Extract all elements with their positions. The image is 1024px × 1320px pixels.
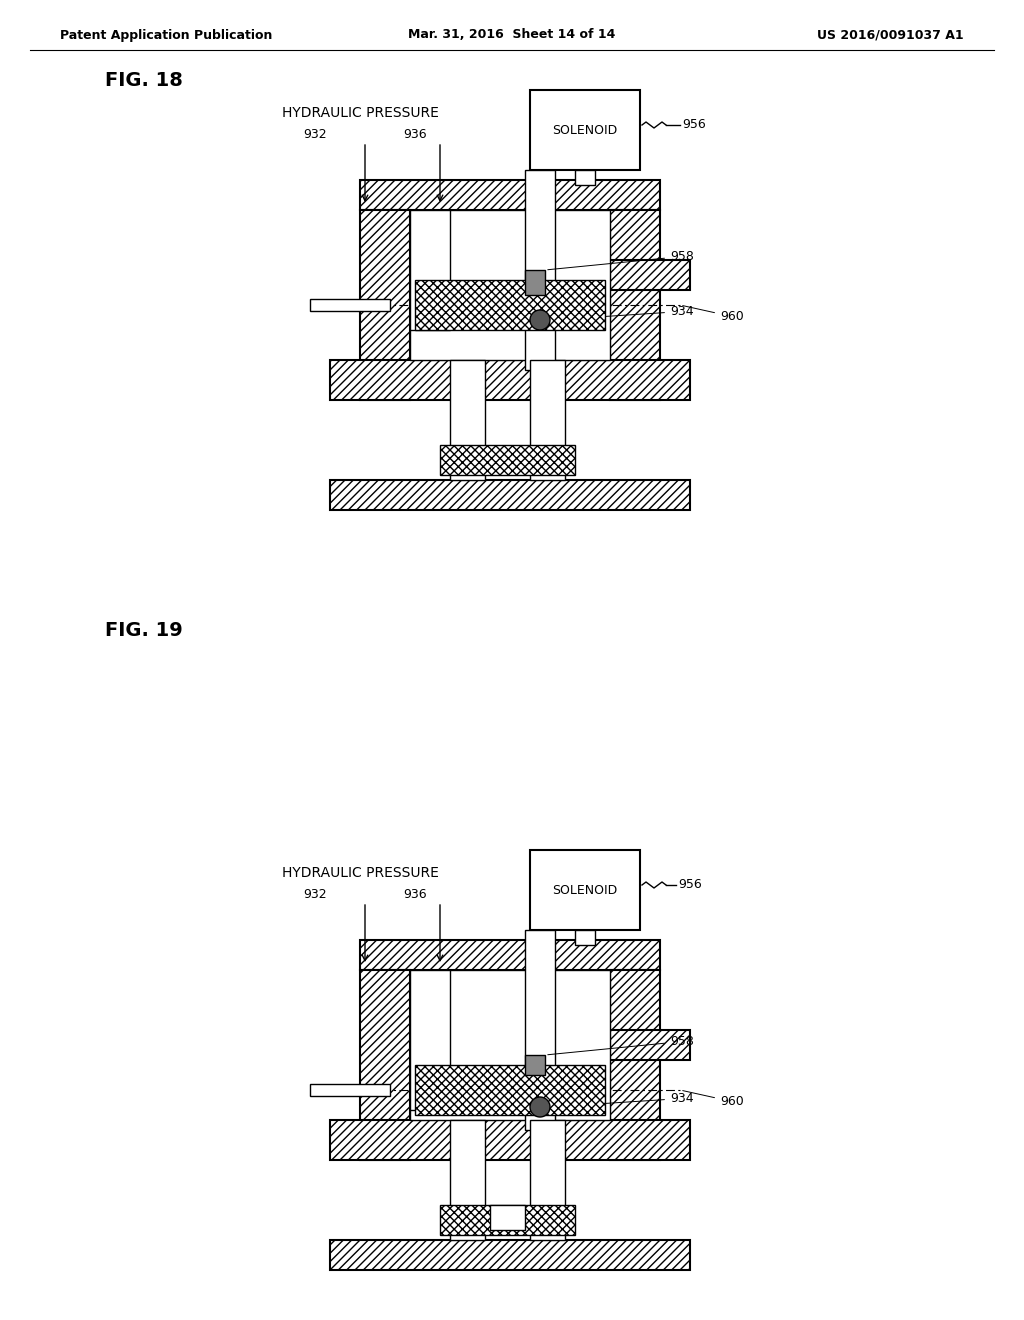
Bar: [310, 300, 390, 312]
Bar: [330, 360, 690, 400]
Bar: [410, 210, 450, 330]
Text: HYDRAULIC PRESSURE: HYDRAULIC PRESSURE: [282, 866, 438, 880]
Text: FIG. 18: FIG. 18: [105, 70, 183, 90]
Bar: [360, 970, 410, 1160]
Bar: [450, 1119, 485, 1239]
Text: 960: 960: [683, 1090, 743, 1107]
Text: 960: 960: [683, 306, 743, 323]
Bar: [610, 970, 660, 1160]
Bar: [450, 360, 485, 480]
Bar: [530, 1119, 565, 1239]
Text: 956: 956: [682, 119, 706, 132]
Bar: [525, 170, 555, 370]
Bar: [575, 931, 595, 945]
Bar: [610, 1030, 690, 1060]
Bar: [490, 1205, 525, 1230]
Text: 932: 932: [303, 128, 327, 141]
Bar: [410, 210, 610, 360]
Text: 936: 936: [403, 888, 427, 902]
Text: SOLENOID: SOLENOID: [552, 124, 617, 136]
Circle shape: [530, 1097, 550, 1117]
Text: 956: 956: [678, 879, 701, 891]
Text: US 2016/0091037 A1: US 2016/0091037 A1: [817, 29, 964, 41]
Bar: [610, 260, 690, 290]
Bar: [330, 1239, 690, 1270]
Bar: [440, 445, 575, 475]
Text: 958: 958: [548, 249, 694, 269]
Text: 958: 958: [548, 1035, 694, 1055]
Bar: [360, 940, 660, 970]
Bar: [415, 280, 605, 330]
Bar: [530, 90, 640, 170]
Text: SOLENOID: SOLENOID: [552, 883, 617, 896]
Bar: [410, 970, 450, 1110]
Bar: [360, 180, 660, 210]
Circle shape: [530, 310, 550, 330]
Bar: [330, 480, 690, 510]
Text: HYDRAULIC PRESSURE: HYDRAULIC PRESSURE: [282, 106, 438, 120]
Bar: [360, 210, 410, 400]
Bar: [415, 1065, 605, 1115]
Bar: [530, 360, 565, 480]
Bar: [525, 271, 545, 294]
Bar: [410, 970, 610, 1119]
Bar: [575, 170, 595, 185]
Text: FIG. 19: FIG. 19: [105, 620, 182, 639]
Text: 934: 934: [553, 1092, 693, 1107]
Text: 936: 936: [403, 128, 427, 141]
Text: 934: 934: [553, 305, 693, 319]
Text: Patent Application Publication: Patent Application Publication: [60, 29, 272, 41]
Text: 932: 932: [303, 888, 327, 902]
Bar: [440, 1205, 575, 1236]
Text: Mar. 31, 2016  Sheet 14 of 14: Mar. 31, 2016 Sheet 14 of 14: [409, 29, 615, 41]
Bar: [525, 1055, 545, 1074]
Bar: [310, 1084, 390, 1096]
Bar: [610, 210, 660, 400]
Bar: [525, 931, 555, 1130]
Bar: [330, 1119, 690, 1160]
Bar: [530, 850, 640, 931]
